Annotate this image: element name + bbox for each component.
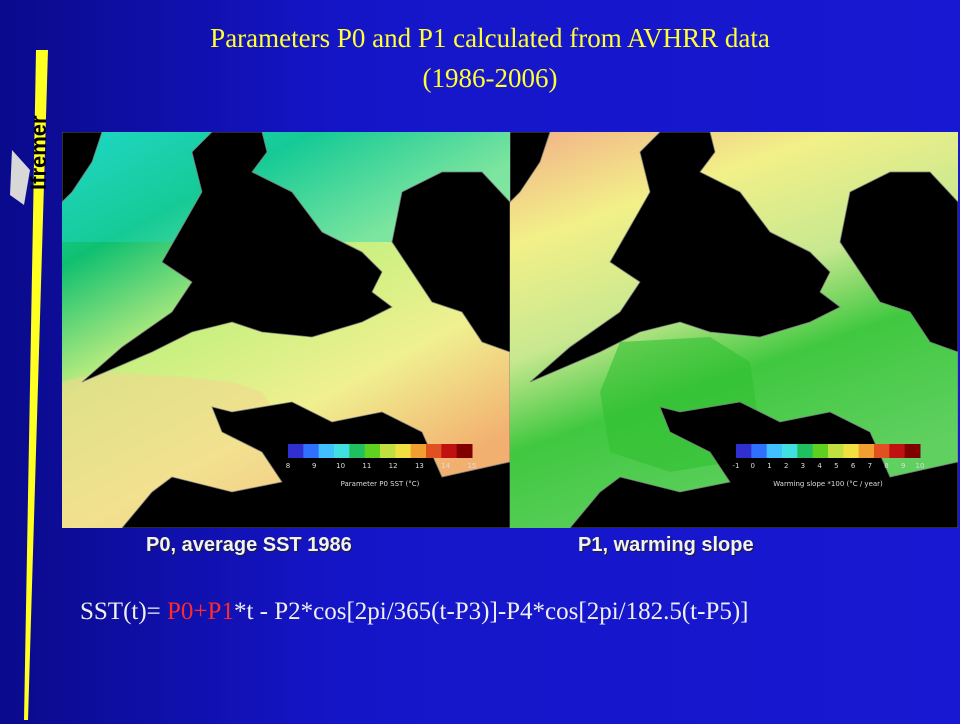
colorbar-p0-tick-label: 9: [312, 462, 316, 470]
great-britain-land: [81, 132, 393, 383]
colorbar-p1-swatch: [874, 444, 890, 458]
colorbar-p1-swatch: [812, 444, 829, 458]
logo-text: Ifremer: [26, 115, 50, 190]
low-countries-land: [391, 171, 510, 353]
colorbar-p1-tick-label: 6: [851, 462, 856, 470]
colorbar-p1-tick-label: 3: [801, 462, 805, 470]
colorbar-p1-tick-label: 0: [750, 462, 754, 470]
colorbar-p1: -1 0 1 2 3 4 5 6 7 8 9 10 Warming slope *100 (°C / …: [733, 444, 925, 488]
colorbar-p0-swatch: [334, 444, 350, 458]
colorbar-p1-tick-label: 8: [884, 462, 888, 470]
ifremer-logo: Ifremer: [0, 0, 51, 720]
formula-rest: *t - P2*cos[2pi/365(t-P3)]-P4*cos[2pi/18…: [233, 598, 749, 625]
colorbar-p0-tick-label: 11: [362, 462, 371, 470]
colorbar-p1-tick-label: 1: [767, 462, 771, 470]
ireland-land: [510, 132, 551, 203]
colorbar-p0-title: Parameter P0 SST (°C): [341, 480, 420, 488]
colorbar-p1-tick-label: 9: [901, 462, 905, 470]
colorbar-p0-tick-label: 12: [389, 462, 398, 470]
sst-formula: SST(t)= P0+P1*t - P2*cos[2pi/365(t-P3)]-…: [80, 598, 950, 626]
colorbar-p0-swatch: [456, 444, 473, 458]
colorbar-p0-swatch: [395, 444, 412, 458]
colorbar-p1-swatch: [858, 444, 875, 458]
colorbar-p0-swatch: [349, 444, 366, 458]
colorbar-p0-swatch: [441, 444, 458, 458]
colorbar-p1-swatch: [736, 444, 752, 458]
colorbar-p0-swatch: [318, 444, 335, 458]
colorbar-p1-swatch: [904, 444, 921, 458]
colorbar-p0-tick-label: 15: [468, 462, 477, 470]
formula-p0: P0: [167, 598, 194, 625]
colorbar-p1-tick-label: 4: [817, 462, 822, 470]
colorbar-p0-tick-label: 13: [415, 462, 424, 470]
colorbar-p0-swatch: [364, 444, 381, 458]
great-britain-land: [529, 132, 841, 383]
colorbar-p1-swatch: [751, 444, 768, 458]
colorbar-p0-swatch: [426, 444, 442, 458]
slide-title: Parameters P0 and P1 calculated from AVH…: [120, 18, 860, 98]
colorbar-p1-swatch: [797, 444, 814, 458]
colorbar-p1-tick-label: 10: [916, 462, 925, 470]
caption-p0: P0, average SST 1986: [146, 534, 352, 556]
title-line-2: (1986-2006): [422, 63, 558, 93]
colorbar-p1-swatch: [766, 444, 783, 458]
formula-p1: P1: [207, 598, 234, 625]
ireland-land: [62, 132, 103, 203]
colorbar-p0-tick-label: 10: [336, 462, 345, 470]
logo-yellow-band: [24, 50, 48, 720]
colorbar-p1-swatch: [843, 444, 860, 458]
caption-p1: P1, warming slope: [578, 534, 754, 556]
colorbar-p0-tick-label: 14: [441, 462, 450, 470]
colorbar-p1-swatch: [828, 444, 844, 458]
colorbar-p0-swatch: [288, 444, 304, 458]
colorbar-p0-swatch: [410, 444, 427, 458]
colorbar-p1-tick-label: -1: [733, 462, 740, 470]
colorbar-p1-swatch: [782, 444, 798, 458]
colorbar-p1-swatch: [889, 444, 906, 458]
colorbar-p0-swatch: [303, 444, 320, 458]
colorbar-p1-tick-label: 7: [868, 462, 872, 470]
formula-prefix: SST(t)=: [80, 598, 168, 625]
map-p0-average-sst: 8 9 10 11 12 13 14 15 Parameter P0 SST (°C): [62, 132, 510, 528]
logo-wave-icon: [10, 150, 30, 205]
title-line-1: Parameters P0 and P1 calculated from AVH…: [210, 23, 770, 53]
colorbar-p1-title: Warming slope *100 (°C / year): [773, 480, 883, 488]
colorbar-p1-tick-label: 2: [784, 462, 788, 470]
colorbar-p0: 8 9 10 11 12 13 14 15 Parameter P0 SST (°C): [286, 444, 477, 488]
formula-plus: +: [193, 598, 208, 625]
colorbar-p0-tick-label: 8: [286, 462, 290, 470]
colorbar-p0-swatch: [380, 444, 396, 458]
colorbar-p1-tick-label: 5: [834, 462, 838, 470]
low-countries-land: [839, 171, 958, 353]
map-p1-warming-slope: -1 0 1 2 3 4 5 6 7 8 9 10 Warming slope *100 (°C / …: [510, 132, 958, 528]
